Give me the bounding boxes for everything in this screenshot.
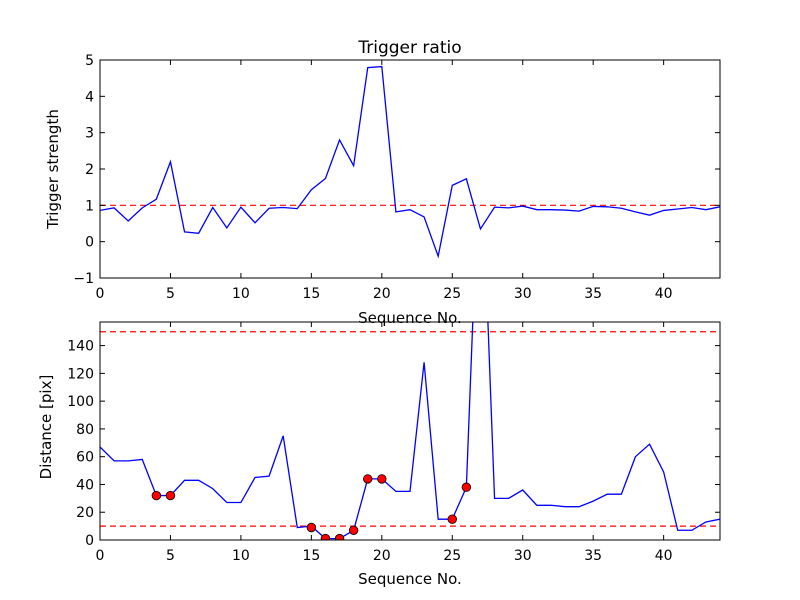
distance-panel: Distance [pix] Sequence No. 0 5 10 15 20 25 30… [37,321,721,588]
x-tick-label: 0 [96,548,105,564]
y-axis-label: Trigger strength [44,109,62,230]
data-point [461,482,472,492]
data-point [165,490,176,501]
x-tick-label: 5 [166,286,175,302]
y-tick-label: 0 [85,235,94,251]
data-point [377,474,387,484]
clipped-marks [100,322,720,540]
x-tick-label: 40 [655,548,673,564]
x-tick-label: 30 [514,548,532,564]
series-line [100,65,720,259]
axes-frame [99,59,721,279]
y-tick-label: 0 [85,533,94,549]
x-tick-label: 10 [232,548,250,564]
data-point [348,525,359,535]
data-point [363,474,373,484]
y-tick-label: 5 [85,53,94,69]
plot-area [100,65,720,259]
y-tick-label: 3 [85,126,94,142]
x-tick-label: 10 [232,286,250,302]
clipped-marks [100,65,720,259]
x-tick-label: 35 [584,548,602,564]
x-tick-label: 35 [584,286,602,302]
x-tick-label: 15 [302,286,320,302]
x-tick-label: 15 [302,548,320,564]
y-tick-label: −1 [73,271,94,287]
y-tick-label: 140 [67,339,94,355]
y-tick-label: 120 [67,366,94,382]
y-tick-label: 4 [85,89,94,105]
x-tick-label: 40 [655,286,673,302]
x-tick-label: 25 [443,286,461,302]
x-tick-label: 20 [373,286,391,302]
x-tick-label: 20 [373,548,391,564]
plot-area [100,322,720,540]
y-tick-label: 20 [76,505,94,521]
chart-title: Trigger ratio [357,38,461,58]
x-tick-label: 30 [514,286,532,302]
y-axis-label: Distance [pix] [37,375,55,480]
data-point [320,533,331,540]
data-point [151,490,162,501]
x-tick-label: 25 [443,548,461,564]
x-axis-label: Sequence No. [358,309,462,327]
series-line [100,322,720,540]
y-tick-label: 100 [67,394,94,410]
y-tick-label: 40 [76,477,94,493]
x-tick-label: 5 [166,548,175,564]
y-tick-label: 1 [85,198,94,214]
x-axis-label: Sequence No. [358,570,462,588]
x-ticks: 0 5 10 15 20 25 30 35 40 [96,60,673,302]
data-point [306,522,317,533]
axes-frame [99,321,721,541]
x-ticks: 0 5 10 15 20 25 30 35 40 [96,322,673,564]
x-tick-label: 0 [96,286,105,302]
y-tick-label: 60 [76,450,94,466]
data-point [447,514,457,524]
y-tick-label: 2 [85,162,94,178]
data-point [334,533,345,540]
y-tick-label: 80 [76,422,94,438]
